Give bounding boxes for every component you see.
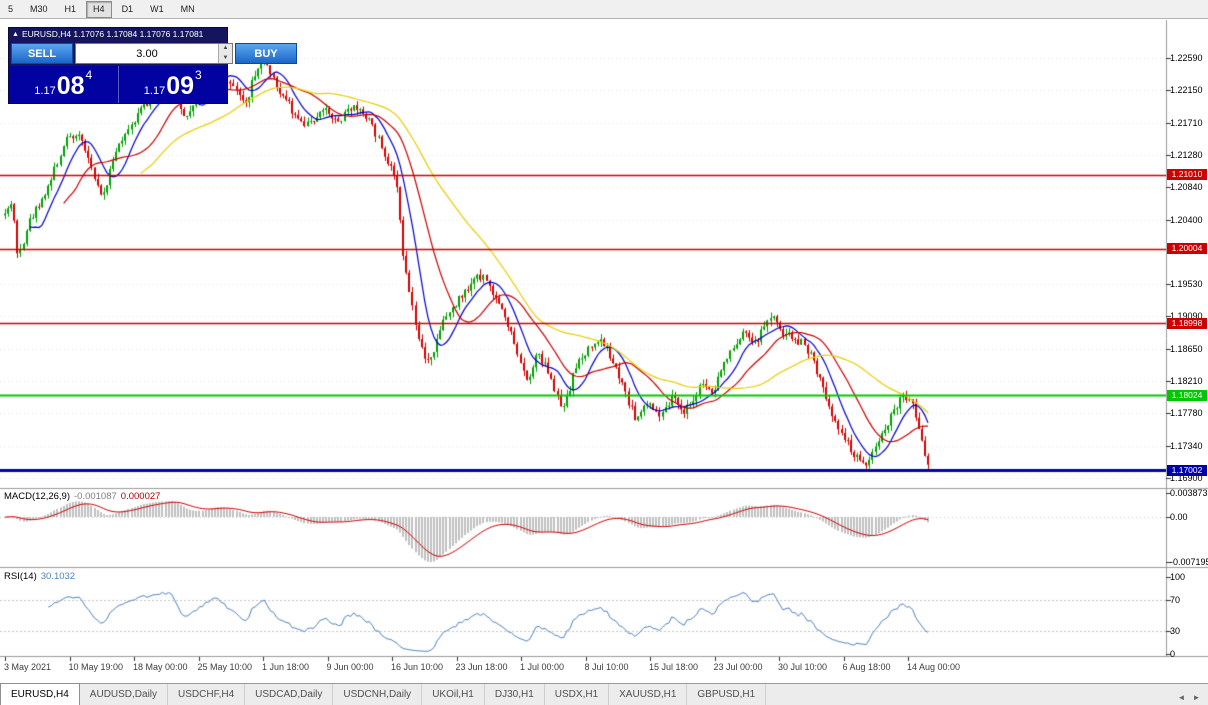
macd-main-value: -0.001087 [74, 491, 117, 502]
rsi-axis-label: 100 [1170, 572, 1186, 582]
sell-quote[interactable]: 1.17 08 4 [9, 66, 118, 103]
price-axis-label: 1.16900 [1170, 473, 1203, 483]
price-axis-label: 1.21280 [1170, 149, 1203, 160]
time-axis-label: 18 May 00:00 [133, 662, 188, 672]
tab-scroll-right-icon[interactable]: ► [1192, 693, 1201, 702]
quote-display: 1.17 08 4 1.17 09 3 [9, 66, 227, 103]
chart-tab-audusd-daily[interactable]: AUDUSD,Daily [80, 684, 169, 705]
price-axis-label: 1.18210 [1170, 376, 1203, 387]
time-axis-label: 1 Jun 18:00 [262, 662, 310, 672]
time-axis-label: 16 Jun 10:00 [391, 662, 444, 672]
trade-panel-header: ▲ EURUSD,H4 1.17076 1.17084 1.17076 1.17… [9, 28, 227, 41]
timeframe-button-mn[interactable]: MN [180, 3, 195, 14]
price-axis-label: 1.22590 [1170, 53, 1203, 63]
level-price-tag: 1.18998 [1167, 317, 1207, 329]
rsi-axis-label: 0 [1170, 649, 1176, 659]
macd-axis-label: -0.007195 [1170, 556, 1208, 567]
price-axis-label: 1.22150 [1170, 85, 1203, 96]
time-axis-label: 23 Jul 00:00 [713, 662, 763, 672]
chart-tab-eurusd-h4[interactable]: EURUSD,H4 [0, 683, 80, 705]
volume-down-icon[interactable]: ▼ [219, 53, 232, 63]
volume-input[interactable] [76, 44, 218, 63]
chart-tab-usdx-h1[interactable]: USDX,H1 [545, 684, 610, 705]
chart-tab-dj30-h1[interactable]: DJ30,H1 [485, 684, 545, 705]
time-axis-label: 10 May 19:00 [68, 662, 124, 672]
time-axis-label: 8 Jul 10:00 [584, 662, 629, 672]
one-click-trading-panel: ▲ EURUSD,H4 1.17076 1.17084 1.17076 1.17… [8, 27, 297, 104]
chart-tab-usdchf-h4[interactable]: USDCHF,H4 [168, 684, 246, 705]
macd-axis-label: 0.00 [1170, 512, 1188, 522]
price-axis-label: 1.21710 [1170, 117, 1203, 128]
level-price-tag: 1.21010 [1167, 169, 1207, 181]
rsi-name: RSI(14) [4, 571, 37, 582]
volume-up-icon[interactable]: ▲ [219, 44, 232, 54]
volume-spinner: ▲ ▼ [218, 44, 232, 63]
macd-axis-label: 0.003873 [1170, 487, 1208, 498]
sell-button[interactable]: SELL [11, 43, 73, 64]
sell-price-pip: 4 [85, 68, 93, 82]
trade-buttons-row: SELL ▲ ▼ BUY [9, 41, 297, 66]
sell-price-prefix: 1.17 [34, 85, 56, 97]
collapse-arrow-icon[interactable]: ▲ [12, 31, 19, 38]
macd-name: MACD(12,26,9) [4, 491, 70, 502]
time-axis-label: 1 Jul 00:00 [520, 662, 565, 672]
buy-button[interactable]: BUY [235, 43, 297, 64]
timeframe-button-m30[interactable]: M30 [30, 3, 48, 14]
level-price-tag: 1.20004 [1167, 243, 1207, 255]
timeframe-button-5[interactable]: 5 [8, 3, 14, 14]
timeframe-button-w1[interactable]: W1 [150, 3, 164, 14]
tab-scroll-left-icon[interactable]: ◄ [1177, 693, 1186, 702]
buy-price-pip: 3 [195, 68, 202, 82]
timeframe-toolbar: 5 M30 H1 H4 D1 W1 MN [0, 0, 1208, 19]
chart-ohlc-title: EURUSD,H4 1.17076 1.17084 1.17076 1.1708… [21, 29, 204, 39]
rsi-axis-label: 30 [1170, 625, 1181, 636]
time-axis-label: 6 Aug 18:00 [842, 662, 891, 672]
time-axis-label: 25 May 10:00 [197, 662, 253, 672]
buy-price-big: 09 [166, 72, 195, 100]
price-axis-label: 1.17780 [1170, 408, 1203, 419]
time-axis-label: 15 Jul 18:00 [649, 662, 699, 672]
timeframe-button-h4[interactable]: H4 [86, 0, 112, 18]
price-axis-label: 1.18650 [1170, 343, 1203, 354]
level-price-tag: 1.17002 [1167, 464, 1207, 476]
tab-scroll-controls: ◄ ► [1174, 690, 1208, 705]
chart-tab-usdcad-daily[interactable]: USDCAD,Daily [245, 684, 334, 705]
macd-signal-value: 0.000027 [120, 491, 161, 502]
price-axis-label: 1.19530 [1170, 278, 1203, 289]
buy-price-prefix: 1.17 [143, 85, 166, 97]
time-axis-label: 3 May 2021 [4, 662, 52, 672]
time-axis-label: 9 Jun 00:00 [326, 662, 374, 672]
rsi-value: 30.1032 [40, 571, 76, 582]
price-axis-label: 1.19090 [1170, 311, 1203, 322]
chart-tab-xauusd-h1[interactable]: XAUUSD,H1 [609, 684, 688, 705]
volume-field: ▲ ▼ [75, 43, 233, 64]
rsi-axis-label: 70 [1170, 595, 1181, 606]
price-axis-label: 1.20400 [1170, 214, 1203, 225]
buy-quote[interactable]: 1.17 09 3 [117, 66, 228, 103]
sell-price-big: 08 [56, 72, 85, 100]
chart-tab-bar: EURUSD,H4 AUDUSD,Daily USDCHF,H4 USDCAD,Dai… [0, 683, 1208, 705]
rsi-indicator-label: RSI(14) 30.1032 [4, 571, 79, 582]
time-axis-label: 30 Jul 10:00 [778, 662, 828, 672]
chart-tab-gbpusd-h1[interactable]: GBPUSD,H1 [687, 684, 767, 705]
macd-indicator-label: MACD(12,26,9) -0.001087 0.000027 [4, 491, 164, 502]
price-axis-label: 1.17340 [1170, 440, 1203, 451]
timeframe-button-d1[interactable]: D1 [121, 3, 134, 14]
time-axis-label: 14 Aug 00:00 [907, 662, 961, 672]
price-axis-label: 1.20840 [1170, 182, 1203, 193]
timeframe-button-h1[interactable]: H1 [64, 3, 77, 14]
time-axis-label: 23 Jun 18:00 [455, 662, 508, 672]
chart-tab-ukoil-h1[interactable]: UKOil,H1 [422, 684, 485, 705]
chart-tab-usdcnh-daily[interactable]: USDCNH,Daily [333, 684, 423, 705]
level-price-tag: 1.18024 [1167, 389, 1207, 401]
